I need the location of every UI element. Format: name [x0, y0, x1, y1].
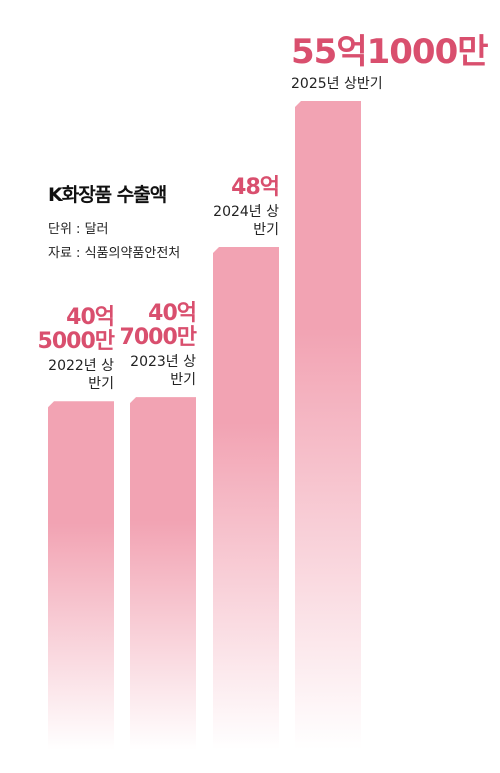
- bar: [130, 397, 196, 750]
- chart-title: K화장품 수출액: [48, 184, 167, 206]
- category-label: 2024년 상반기: [213, 204, 279, 238]
- bar-label-group: 48억 2024년 상반기: [179, 174, 280, 239]
- bar-label-group: 55억1000만 2025년 상반기: [291, 32, 491, 93]
- source-note: 자료 : 식품의약품안전처: [48, 246, 181, 261]
- value-label: 40억 7000만: [119, 300, 197, 350]
- bar: [48, 401, 114, 750]
- bar-label-group: 40억 5000만 2022년 상반기: [14, 304, 115, 393]
- value-label: 48억: [231, 174, 280, 200]
- bar: [295, 101, 361, 750]
- bar: [213, 247, 279, 750]
- category-label: 2022년 상반기: [48, 358, 114, 392]
- unit-note: 단위 : 달러: [48, 222, 109, 237]
- category-label: 2023년 상반기: [130, 354, 196, 388]
- value-label: 40억 5000만: [37, 304, 115, 355]
- value-label: 55억1000만: [291, 32, 489, 73]
- bar-label-group: 40억 7000만 2023년 상반기: [96, 300, 197, 389]
- category-label: 2025년 상반기: [291, 75, 383, 92]
